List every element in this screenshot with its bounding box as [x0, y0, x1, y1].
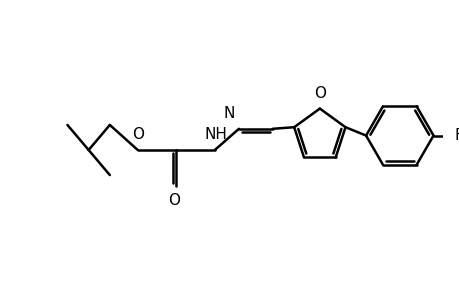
- Text: NH: NH: [204, 127, 227, 142]
- Text: O: O: [313, 86, 325, 101]
- Text: N: N: [223, 106, 235, 121]
- Text: O: O: [131, 127, 144, 142]
- Text: O: O: [168, 194, 180, 208]
- Text: F: F: [454, 128, 459, 143]
